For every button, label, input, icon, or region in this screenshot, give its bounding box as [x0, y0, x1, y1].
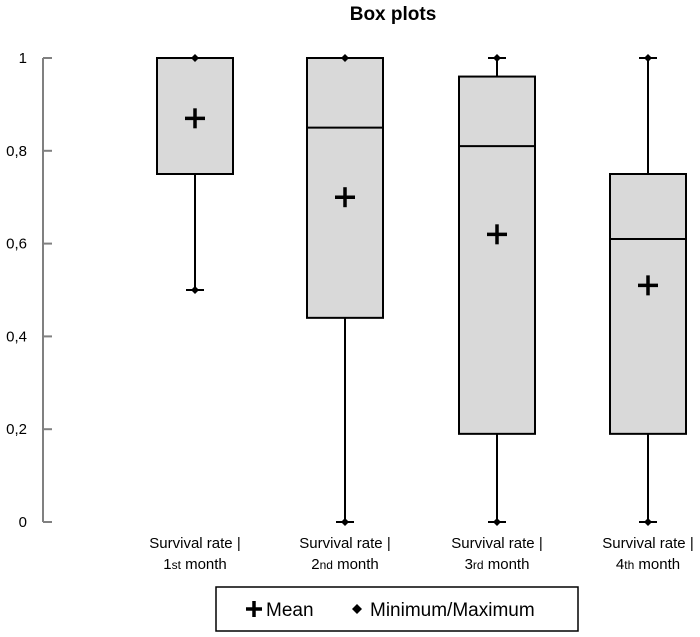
- iqr-box: [609, 173, 687, 435]
- category-label-month: 4th month: [616, 556, 680, 573]
- y-axis: 0 0,2 0,4 0,6 0,8 1: [6, 50, 52, 531]
- category-label: Survival rate |: [602, 535, 693, 552]
- mean-marker: [335, 187, 355, 208]
- category-label: Survival rate |: [149, 535, 240, 552]
- minimum-marker: [493, 518, 501, 526]
- y-tick-label: 0,8: [6, 143, 27, 160]
- y-tick-label: 0,4: [6, 328, 27, 345]
- box-1: [156, 54, 234, 294]
- minimum-marker: [341, 518, 349, 526]
- legend: Mean Minimum/Maximum: [215, 586, 579, 632]
- legend-minmax-label: Minimum/Maximum: [370, 600, 535, 621]
- category-label-month: 2nd month: [311, 556, 379, 573]
- legend-frame: [215, 586, 579, 632]
- box-2: [306, 54, 384, 526]
- legend-mean-label: Mean: [266, 600, 314, 621]
- y-tick-label: 0,6: [6, 236, 27, 253]
- legend-mean-icon: [246, 601, 262, 617]
- mean-marker: [185, 108, 205, 129]
- maximum-marker: [341, 54, 349, 62]
- box-3: [458, 54, 536, 526]
- category-label-month: 1st month: [163, 556, 227, 573]
- category-label: Survival rate |: [299, 535, 390, 552]
- iqr-box: [458, 75, 536, 435]
- mean-marker: [638, 275, 658, 296]
- minimum-marker: [644, 518, 652, 526]
- mean-marker: [487, 224, 507, 245]
- category-label-month: 3rd month: [465, 556, 530, 573]
- maximum-marker: [191, 54, 199, 62]
- x-axis-labels: Survival rate | 1st month Survival rate | 2…: [149, 535, 693, 573]
- box-series: [156, 54, 687, 526]
- box-4: [609, 54, 687, 526]
- category-label: Survival rate |: [451, 535, 542, 552]
- legend-minmax-icon: [352, 604, 362, 614]
- y-tick-label: 1: [19, 50, 27, 67]
- y-tick-label: 0: [19, 514, 27, 531]
- minimum-marker: [191, 286, 199, 294]
- maximum-marker: [493, 54, 501, 62]
- maximum-marker: [644, 54, 652, 62]
- y-tick-label: 0,2: [6, 421, 27, 438]
- chart-title: Box plots: [350, 4, 437, 25]
